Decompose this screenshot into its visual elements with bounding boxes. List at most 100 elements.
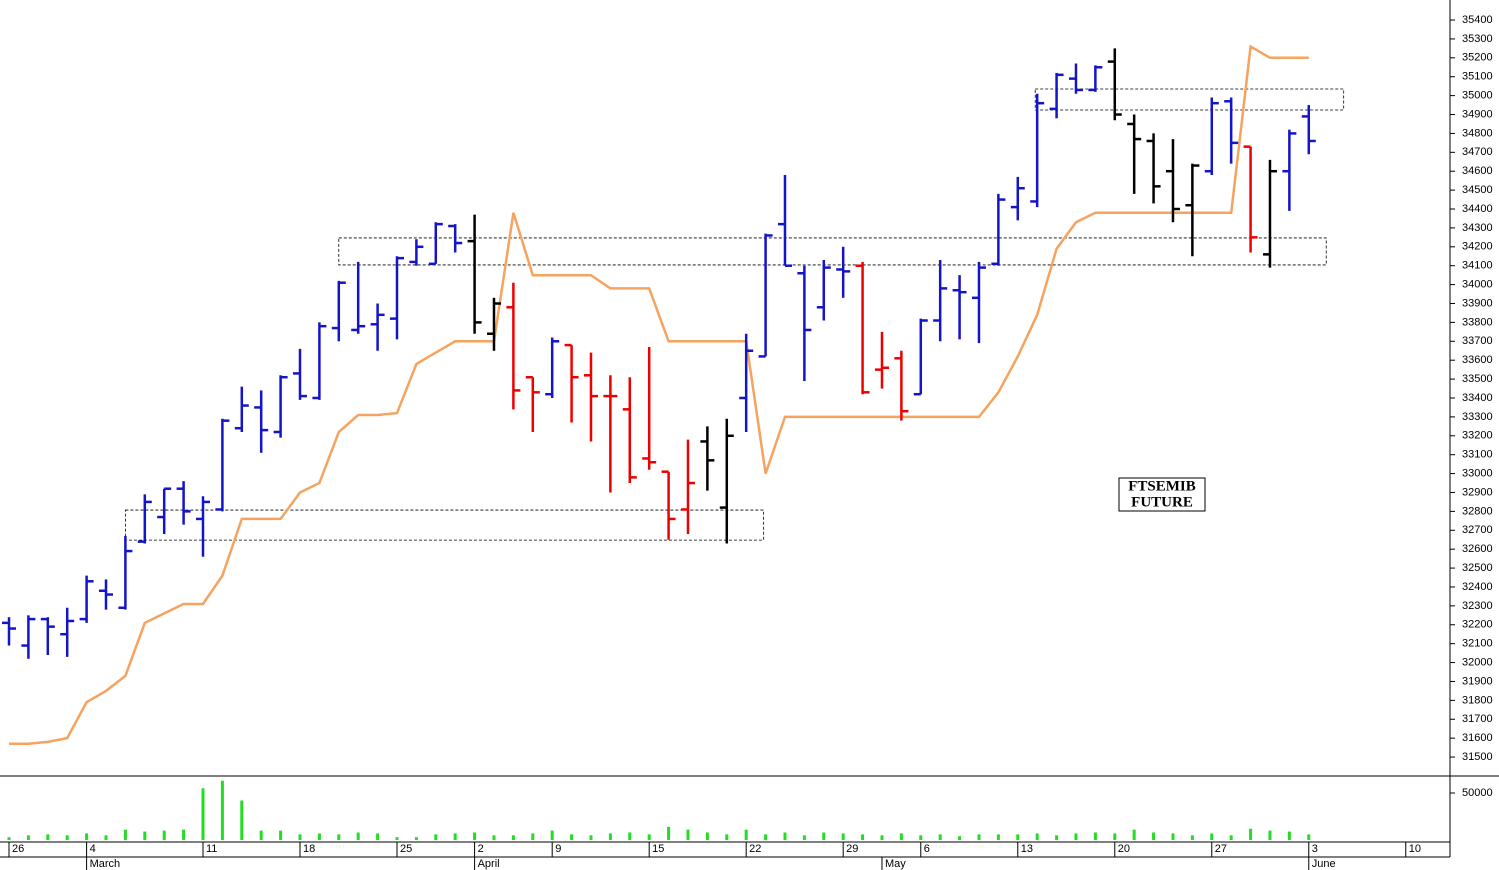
annotation: FUTURE bbox=[1131, 494, 1193, 510]
volume-bar bbox=[764, 834, 768, 840]
volume-bar bbox=[1132, 829, 1136, 840]
x-tick-label: 2 bbox=[478, 843, 484, 855]
x-tick-label: 27 bbox=[1215, 843, 1227, 855]
volume-bar bbox=[861, 834, 865, 840]
month-label: March bbox=[90, 858, 121, 870]
volume-bar bbox=[1287, 831, 1291, 840]
y-tick-label: 35300 bbox=[1462, 33, 1493, 45]
y-tick-label: 33100 bbox=[1462, 449, 1493, 461]
volume-bar bbox=[531, 833, 535, 840]
y-tick-label: 33200 bbox=[1462, 430, 1493, 442]
y-tick-label: 33600 bbox=[1462, 354, 1493, 366]
x-tick-label: 15 bbox=[652, 843, 664, 855]
volume-bar bbox=[1229, 835, 1233, 840]
x-tick-label: 13 bbox=[1021, 843, 1033, 855]
y-tick-label: 31700 bbox=[1462, 713, 1493, 725]
y-tick-label: 35200 bbox=[1462, 52, 1493, 64]
y-tick-label: 32400 bbox=[1462, 581, 1493, 593]
volume-bar bbox=[376, 833, 380, 840]
volume-bar bbox=[492, 835, 496, 840]
volume-bar bbox=[1249, 828, 1253, 840]
volume-bar bbox=[1171, 833, 1175, 840]
x-tick-label: 20 bbox=[1118, 843, 1130, 855]
volume-bar bbox=[298, 834, 302, 840]
volume-bar bbox=[511, 835, 515, 840]
line-series bbox=[9, 44, 1309, 746]
x-tick-label: 4 bbox=[90, 843, 96, 855]
volume-bar bbox=[880, 835, 884, 840]
y-tick-label: 33000 bbox=[1462, 467, 1493, 479]
volume-bar bbox=[1210, 833, 1214, 840]
y-tick-label: 33500 bbox=[1462, 373, 1493, 385]
y-tick-label: 34500 bbox=[1462, 184, 1493, 196]
y-tick-label: 32100 bbox=[1462, 638, 1493, 650]
volume-bar bbox=[162, 830, 166, 840]
y-tick-label: 32500 bbox=[1462, 562, 1493, 574]
volume-bar bbox=[647, 834, 651, 840]
volume-bar bbox=[938, 834, 942, 840]
volume-bar bbox=[434, 834, 438, 840]
volume-bar bbox=[259, 830, 263, 840]
y-tick-label: 32000 bbox=[1462, 656, 1493, 668]
month-label: June bbox=[1312, 858, 1336, 870]
volume-bar bbox=[686, 829, 690, 840]
volume-bar bbox=[667, 826, 671, 840]
volume-bar bbox=[958, 836, 962, 840]
volume-bar bbox=[996, 834, 1000, 840]
y-tick-label: 34200 bbox=[1462, 241, 1493, 253]
y-tick-label: 32200 bbox=[1462, 619, 1493, 631]
zone bbox=[1034, 88, 1345, 111]
x-tick-label: 25 bbox=[400, 843, 412, 855]
volume-bar bbox=[182, 829, 186, 840]
y-tick-label: 34900 bbox=[1462, 108, 1493, 120]
volume-bar bbox=[744, 829, 748, 840]
annotation: FTSEMIB bbox=[1128, 478, 1196, 494]
y-tick-label: 31600 bbox=[1462, 732, 1493, 744]
volume-bar bbox=[783, 832, 787, 840]
volume-bar bbox=[453, 833, 457, 840]
y-tick-label: 32600 bbox=[1462, 543, 1493, 555]
volume-bar bbox=[65, 835, 69, 840]
volume-bar bbox=[46, 834, 50, 840]
volume-bar bbox=[1307, 834, 1311, 840]
y-tick-label: 33800 bbox=[1462, 316, 1493, 328]
y-tick-label: 34400 bbox=[1462, 203, 1493, 215]
volume-bar bbox=[240, 800, 244, 840]
volume-bar bbox=[356, 832, 360, 840]
volume-bar bbox=[1268, 830, 1272, 840]
volume-bar bbox=[608, 833, 612, 840]
volume-bar bbox=[473, 832, 477, 840]
y-tick-label: 33700 bbox=[1462, 335, 1493, 347]
volume-bar bbox=[628, 832, 632, 840]
x-tick-label: 3 bbox=[1312, 843, 1318, 855]
x-tick-label: 29 bbox=[846, 843, 858, 855]
volume-bar bbox=[802, 835, 806, 840]
x-tick-label: 11 bbox=[206, 843, 217, 855]
y-tick-label: 34300 bbox=[1462, 222, 1493, 234]
y-tick-label: 33400 bbox=[1462, 392, 1493, 404]
volume-bar bbox=[143, 831, 147, 840]
x-tick-label: 10 bbox=[1409, 843, 1421, 855]
y-tick-label: 32900 bbox=[1462, 486, 1493, 498]
volume-bar bbox=[705, 832, 709, 840]
y-tick-label: 35100 bbox=[1462, 71, 1493, 83]
annotation-box bbox=[1118, 477, 1206, 512]
volume-bar bbox=[1055, 835, 1059, 840]
volume-bar bbox=[395, 837, 399, 840]
y-tick-label: 32300 bbox=[1462, 600, 1493, 612]
y-tick-label: 34600 bbox=[1462, 165, 1493, 177]
volume-bar bbox=[841, 833, 845, 840]
volume-bar bbox=[26, 835, 30, 840]
y-tick-label: 34100 bbox=[1462, 260, 1493, 272]
y-tick-label: 34800 bbox=[1462, 127, 1493, 139]
volume-bar bbox=[414, 837, 418, 840]
x-tick-label: 18 bbox=[303, 843, 315, 855]
y-tick-label: 31500 bbox=[1462, 751, 1493, 763]
y-tick-label: 35400 bbox=[1462, 14, 1493, 26]
volume-bar bbox=[1190, 835, 1194, 840]
y-tick-label: 34000 bbox=[1462, 279, 1493, 291]
volume-bar bbox=[919, 835, 923, 840]
y-tick-label: 34700 bbox=[1462, 146, 1493, 158]
volume-bar bbox=[725, 834, 729, 840]
